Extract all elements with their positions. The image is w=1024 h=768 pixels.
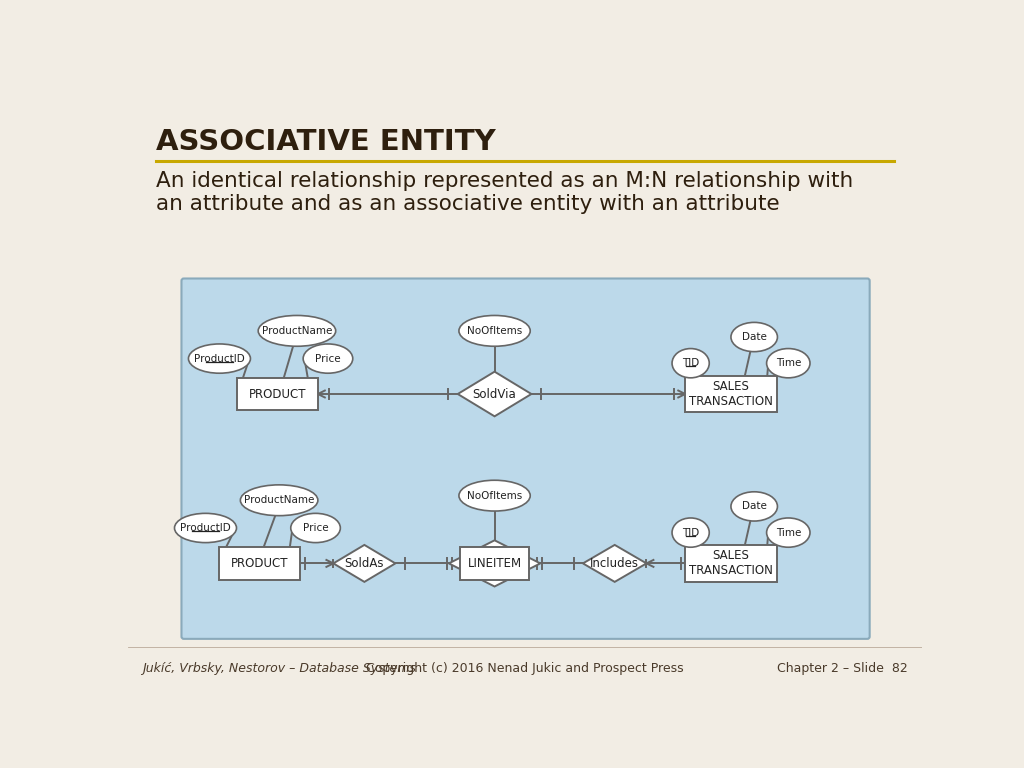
Text: PRODUCT: PRODUCT: [231, 557, 289, 570]
Polygon shape: [334, 545, 395, 582]
Ellipse shape: [188, 344, 251, 373]
Text: Date: Date: [741, 332, 767, 342]
Ellipse shape: [731, 492, 777, 521]
FancyBboxPatch shape: [181, 279, 869, 639]
Text: Price: Price: [303, 523, 329, 533]
FancyBboxPatch shape: [219, 548, 300, 580]
Text: Date: Date: [741, 502, 767, 511]
Text: Includes: Includes: [590, 557, 639, 570]
Polygon shape: [458, 372, 531, 416]
FancyBboxPatch shape: [685, 376, 776, 412]
Text: Chapter 2 – Slide  82: Chapter 2 – Slide 82: [777, 662, 907, 675]
Text: NoOfItems: NoOfItems: [467, 491, 522, 501]
FancyBboxPatch shape: [461, 548, 528, 580]
Text: TID: TID: [682, 528, 699, 538]
Ellipse shape: [767, 518, 810, 548]
Ellipse shape: [258, 316, 336, 346]
Polygon shape: [449, 541, 541, 587]
Text: SoldVia: SoldVia: [473, 388, 516, 400]
Text: ProductID: ProductID: [180, 523, 230, 533]
Text: NoOfItems: NoOfItems: [467, 326, 522, 336]
Text: PRODUCT: PRODUCT: [249, 388, 306, 400]
Text: an attribute and as an associative entity with an attribute: an attribute and as an associative entit…: [156, 194, 779, 214]
Ellipse shape: [303, 344, 352, 373]
Text: ASSOCIATIVE ENTITY: ASSOCIATIVE ENTITY: [156, 127, 496, 156]
Text: ProductName: ProductName: [244, 495, 314, 505]
Ellipse shape: [672, 518, 710, 548]
Text: ProductName: ProductName: [262, 326, 332, 336]
Ellipse shape: [731, 323, 777, 352]
Ellipse shape: [291, 513, 340, 543]
Ellipse shape: [767, 349, 810, 378]
Text: Price: Price: [315, 353, 341, 363]
Polygon shape: [583, 545, 646, 582]
Text: An identical relationship represented as an M:N relationship with: An identical relationship represented as…: [156, 170, 853, 190]
Text: Time: Time: [775, 358, 801, 368]
Text: Jukíć, Vrbsky, Nestorov – Database Systems: Jukíć, Vrbsky, Nestorov – Database Syste…: [142, 662, 416, 675]
Ellipse shape: [174, 513, 237, 543]
Ellipse shape: [459, 316, 530, 346]
Text: SALES
TRANSACTION: SALES TRANSACTION: [689, 380, 773, 408]
Ellipse shape: [672, 349, 710, 378]
FancyBboxPatch shape: [237, 378, 318, 410]
Text: SALES
TRANSACTION: SALES TRANSACTION: [689, 549, 773, 578]
FancyBboxPatch shape: [685, 545, 776, 582]
Text: LINEITEM: LINEITEM: [468, 557, 521, 570]
Text: Time: Time: [775, 528, 801, 538]
Text: ProductID: ProductID: [195, 353, 245, 363]
Text: TID: TID: [682, 358, 699, 368]
Ellipse shape: [459, 480, 530, 511]
Text: Copyright (c) 2016 Nenad Jukic and Prospect Press: Copyright (c) 2016 Nenad Jukic and Prosp…: [366, 662, 684, 675]
Ellipse shape: [241, 485, 317, 515]
Text: SoldAs: SoldAs: [345, 557, 384, 570]
